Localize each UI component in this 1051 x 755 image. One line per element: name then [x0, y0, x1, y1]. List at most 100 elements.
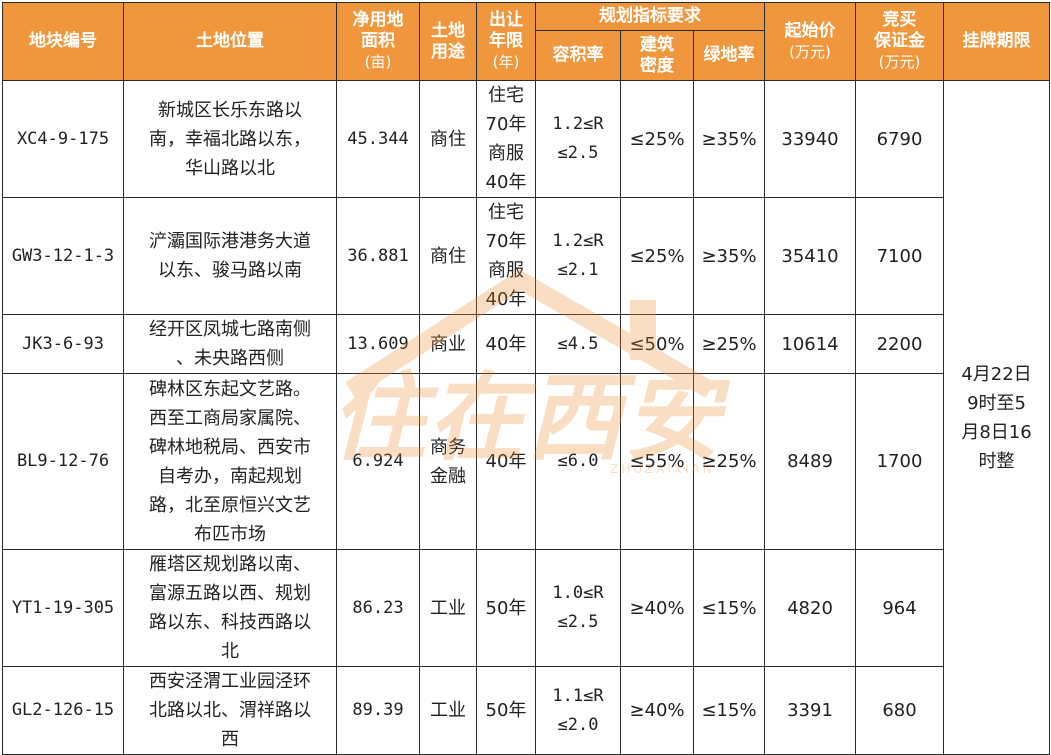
- header-deposit-line1: 竞买: [882, 10, 917, 30]
- cell-term-line: 70年: [485, 231, 527, 252]
- cell-use: 工业: [419, 549, 477, 667]
- cell-price: 10614: [764, 314, 857, 374]
- cell-location-line: 西至工商局家属院、: [149, 407, 311, 429]
- cell-far: 1.2≤R ≤2.5: [535, 80, 621, 198]
- cell-area: 36.881: [336, 197, 420, 315]
- cell-term-line: 40年: [485, 172, 527, 193]
- cell-density: ≤25%: [620, 80, 694, 198]
- cell-location: 西安泾渭工业园泾环 北路以北、渭祥路以西: [123, 666, 337, 755]
- cell-density: ≥40%: [620, 666, 694, 755]
- cell-location-line: 、未央路西侧: [176, 348, 284, 369]
- header-plot-no: 地块编号: [2, 2, 124, 81]
- cell-location-line: 路以东、科技西路以: [149, 612, 311, 633]
- cell-deposit: 6790: [855, 80, 945, 198]
- cell-use-line: 商住: [430, 128, 466, 150]
- cell-price: 33940: [764, 80, 857, 198]
- header-use: 土地 用途: [419, 2, 477, 81]
- cell-price: 4820: [764, 549, 857, 667]
- cell-location: 经开区凤城七路南侧 、未央路西侧: [123, 314, 337, 374]
- cell-term-line: 商服: [488, 260, 524, 281]
- cell-location-line: 碑林区东起文艺路。: [149, 378, 311, 400]
- cell-far: 1.0≤R ≤2.5: [535, 549, 621, 667]
- cell-far-line: ≤2.5: [557, 143, 599, 163]
- cell-far-line: 1.1≤R: [552, 685, 604, 706]
- listing-period-line: 月8日16: [961, 421, 1032, 443]
- cell-use-line: 金融: [430, 465, 466, 487]
- cell-use-line: 商务: [430, 436, 466, 458]
- cell-far-line: ≤6.0: [557, 451, 599, 471]
- cell-area: 45.344: [336, 80, 420, 198]
- cell-term-line: 70年: [485, 114, 527, 135]
- cell-term: 50年: [476, 666, 536, 755]
- cell-use: 商住: [419, 197, 477, 315]
- header-area-line1: 净用地: [352, 10, 404, 30]
- table-row: YT1-19-305 雁塔区规划路以南、 富源五路以西、规划 路以东、科技西路以北 86…: [2, 549, 1050, 667]
- table-body: XC4-9-175 新城区长乐东路以 南，幸福北路以东， 华山路以北 45.344 商住住…: [2, 80, 1051, 755]
- header-density-line1: 建筑: [640, 34, 674, 55]
- cell-green: ≥35%: [692, 197, 766, 315]
- listing-period-line: 时整: [978, 450, 1015, 472]
- cell-location-line: 富源五路以西、规划: [149, 583, 311, 604]
- header-term: 出让 年限 (年): [476, 2, 536, 81]
- header-price-unit: (万元): [789, 42, 831, 61]
- cell-location-line: 北路以北、渭祥路以: [149, 700, 311, 721]
- cell-plot-no: XC4-9-175: [2, 80, 124, 198]
- header-term-unit: (年): [492, 53, 520, 71]
- table-header: 地块编号 土地位置 净用地 面积 (亩) 土地 用途 出让 年限 (年) 规划指…: [2, 2, 1051, 81]
- cell-far-line: ≤2.1: [557, 260, 599, 280]
- cell-price: 8489: [764, 373, 857, 550]
- cell-use: 商住: [419, 80, 477, 198]
- header-term-line1: 出让: [489, 10, 523, 30]
- listing-period-line: 4月22日: [961, 363, 1032, 385]
- header-density-line2: 密度: [640, 55, 674, 76]
- cell-use: 商务 金融: [419, 373, 477, 550]
- header-term-line2: 年限: [489, 31, 523, 51]
- cell-plot-no: JK3-6-93: [2, 314, 124, 374]
- cell-term: 40年: [476, 314, 536, 374]
- cell-density: ≥40%: [620, 549, 694, 667]
- cell-plot-no: YT1-19-305: [2, 549, 124, 667]
- cell-term: 住宅 70年 商服 40年: [476, 80, 536, 198]
- cell-price: 3391: [764, 666, 857, 755]
- cell-far-line: 1.0≤R: [552, 583, 604, 603]
- cell-use: 商业: [419, 314, 477, 374]
- cell-location-line: 新城区长乐东路以: [158, 99, 302, 121]
- header-price: 起始价 (万元): [764, 2, 857, 81]
- cell-plot-no: BL9-12-76: [2, 373, 124, 550]
- table-row: JK3-6-93 经开区凤城七路南侧 、未央路西侧 13.609 商业 40年 ≤4.5 ≤5…: [2, 314, 1050, 374]
- cell-term-line: 40年: [485, 333, 527, 355]
- cell-density: ≤50%: [620, 314, 694, 374]
- cell-far: 1.1≤R ≤2.0: [535, 666, 621, 755]
- cell-location-line: 华山路以北: [185, 157, 275, 179]
- cell-far-line: ≤2.0: [557, 714, 599, 735]
- cell-deposit: 7100: [855, 197, 945, 315]
- header-period: 挂牌期限: [943, 2, 1051, 81]
- header-location: 土地位置: [123, 2, 337, 81]
- cell-location-line: 西: [221, 729, 239, 750]
- header-density: 建筑 密度: [620, 30, 694, 81]
- cell-use-line: 工业: [430, 700, 466, 721]
- header-planning: 规划指标要求: [534, 2, 766, 31]
- cell-density: ≤25%: [620, 197, 694, 315]
- header-area-unit: (亩): [364, 53, 392, 71]
- cell-use-line: 商业: [430, 333, 466, 355]
- header-use-line1: 土地: [431, 20, 465, 41]
- header-far: 容积率: [535, 30, 621, 81]
- header-deposit: 竞买 保证金 (万元): [855, 2, 945, 81]
- cell-location: 雁塔区规划路以南、 富源五路以西、规划 路以东、科技西路以北: [123, 549, 337, 667]
- cell-term-line: 50年: [485, 700, 527, 721]
- cell-term-line: 商服: [488, 143, 524, 164]
- cell-deposit: 964: [855, 549, 945, 667]
- header-area-line2: 面积: [361, 31, 395, 51]
- header-area: 净用地 面积 (亩): [336, 2, 420, 81]
- cell-area: 86.23: [336, 549, 420, 667]
- cell-location-line: 布匹市场: [194, 523, 266, 545]
- cell-density: ≤55%: [620, 373, 694, 550]
- cell-location: 碑林区东起文艺路。 西至工商局家属院、 碑林地税局、西安市 自考办，南起规划 路，北至原…: [123, 373, 337, 550]
- header-price-line1: 起始价: [784, 20, 836, 41]
- header-use-line2: 用途: [431, 41, 465, 62]
- header-deposit-unit: (万元): [878, 53, 921, 71]
- cell-far-line: 1.2≤R: [552, 114, 604, 134]
- cell-location-line: 北: [221, 641, 239, 662]
